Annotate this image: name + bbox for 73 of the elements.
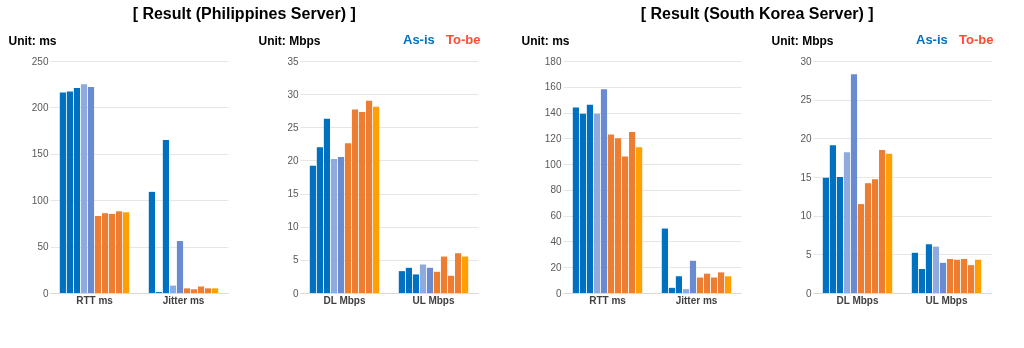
text: To-be (446, 32, 481, 47)
y-tick-label: 140 (544, 107, 562, 119)
bar (330, 159, 338, 293)
y-tick-label: 200 (31, 101, 49, 113)
bar (850, 74, 858, 293)
y-tick-label: 30 (287, 88, 299, 100)
bar (975, 259, 982, 293)
y-tick-label: 100 (31, 194, 49, 206)
y-tick-label: 0 (292, 287, 299, 299)
x-tick-label: UL Mbps (925, 294, 968, 306)
x-tick-label: UL Mbps (412, 294, 455, 306)
y-tick-label: 50 (37, 241, 49, 253)
y-axis-title: Unit: Mbps (771, 33, 834, 48)
y-tick-label: 40 (550, 235, 562, 247)
y-axis-title: Unit: Mbps (258, 33, 321, 48)
y-tick-label: 100 (544, 158, 562, 170)
bar (932, 246, 940, 293)
bar (725, 276, 732, 293)
y-tick-label: 10 (287, 221, 299, 233)
chart-title: [ Result (South Korea Server) ] (640, 5, 874, 22)
bar (212, 288, 219, 293)
x-tick-label: DL Mbps (836, 294, 879, 306)
bar (123, 212, 130, 293)
y-tick-label: 25 (800, 94, 812, 106)
bar (682, 289, 690, 293)
bar (80, 84, 88, 293)
y-tick-label: 250 (31, 55, 49, 67)
y-tick-label: 20 (800, 132, 812, 144)
y-tick-label: 5 (292, 254, 299, 266)
bar (419, 264, 427, 293)
bar (843, 152, 851, 293)
y-tick-label: 10 (800, 210, 812, 222)
y-tick-label: 0 (555, 287, 562, 299)
bar (373, 106, 380, 293)
y-tick-label: 20 (287, 154, 299, 166)
y-tick-label: 35 (287, 55, 299, 67)
y-tick-label: 60 (550, 210, 562, 222)
x-tick-label: Jitter ms (162, 294, 205, 306)
y-tick-label: 120 (544, 132, 562, 144)
bar (600, 89, 608, 293)
y-tick-label: 0 (42, 287, 49, 299)
y-tick-label: 180 (544, 55, 562, 67)
bar (939, 262, 947, 293)
bar (593, 113, 601, 293)
text: To-be (959, 32, 994, 47)
bar (689, 260, 697, 293)
x-tick-label: DL Mbps (323, 294, 366, 306)
y-axis-title: Unit: ms (521, 33, 570, 48)
x-tick-label: RTT ms (76, 294, 114, 306)
bar (337, 157, 345, 293)
bar (426, 267, 434, 293)
text: As-is (403, 32, 435, 47)
x-tick-label: RTT ms (589, 294, 627, 306)
y-tick-label: 0 (805, 287, 812, 299)
bar (636, 147, 643, 293)
y-tick-label: 80 (550, 184, 562, 196)
y-tick-label: 30 (800, 55, 812, 67)
x-tick-label: Jitter ms (675, 294, 718, 306)
y-tick-label: 160 (544, 81, 562, 93)
chart-title: [ Result (Philippines Server) ] (132, 5, 356, 22)
bar (462, 256, 469, 293)
bar (176, 241, 184, 293)
text: As-is (916, 32, 948, 47)
y-axis-title: Unit: ms (8, 33, 57, 48)
y-tick-label: 25 (287, 121, 299, 133)
y-tick-label: 15 (800, 171, 812, 183)
bar (886, 153, 893, 293)
bar (169, 285, 177, 293)
y-tick-label: 5 (805, 248, 812, 260)
bar (87, 86, 95, 293)
y-tick-label: 150 (31, 148, 49, 160)
y-tick-label: 20 (550, 261, 562, 273)
y-tick-label: 15 (287, 188, 299, 200)
